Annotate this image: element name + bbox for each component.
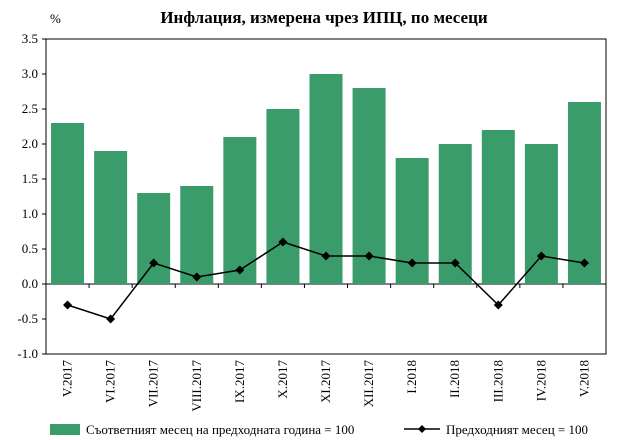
bar	[481, 130, 515, 284]
y-tick-label: 2.0	[22, 136, 38, 151]
y-tick-label: 0.5	[22, 241, 38, 256]
x-tick-label: VII.2017	[146, 360, 161, 408]
bar	[94, 151, 128, 284]
line-point-marker	[493, 300, 503, 310]
y-unit-label: %	[50, 11, 61, 26]
x-tick-label: IV.2018	[533, 360, 548, 401]
bar	[180, 186, 214, 284]
y-tick-label: 2.5	[22, 101, 38, 116]
line-point-marker	[106, 314, 116, 324]
y-tick-label: -0.5	[17, 311, 38, 326]
line-point-marker	[321, 251, 331, 261]
line-point-marker	[536, 251, 546, 261]
line-point-marker	[63, 300, 73, 310]
x-tick-label: VI.2017	[103, 360, 118, 403]
plot-area: 3.5 3.0 2.5 2.0 1.5 1.0 0.5 0.0 -0.5 -1.0 V.2017 VI…	[17, 31, 607, 412]
bar	[266, 109, 300, 284]
line-point-marker	[579, 258, 589, 268]
x-tick-label: IX.2017	[232, 360, 247, 403]
x-tick-label: II.2018	[447, 360, 462, 398]
x-tick-label: I.2018	[404, 360, 419, 394]
legend-bar-label: Съответният месец на предходната година …	[86, 422, 354, 437]
line-point-marker	[149, 258, 159, 268]
y-tick-label: 3.5	[22, 31, 38, 46]
y-tick-label: 0.0	[22, 276, 38, 291]
y-tick-label: 1.5	[22, 171, 38, 186]
bar	[137, 193, 171, 284]
line-point-marker	[235, 265, 245, 275]
x-tick-label: V.2017	[60, 360, 75, 397]
x-tick-label: X.2017	[275, 360, 290, 399]
line-point-marker	[407, 258, 417, 268]
line-point-marker	[364, 251, 374, 261]
line-point-marker	[450, 258, 460, 268]
bar	[524, 144, 558, 284]
x-tick-label: XI.2017	[318, 360, 333, 403]
legend: Съответният месец на предходната година …	[50, 422, 588, 437]
plot-frame	[45, 38, 607, 355]
chart-title: Инфлация, измерена чрез ИПЦ, по месеци	[160, 8, 488, 27]
x-tick-label: V.2018	[576, 360, 591, 397]
legend-diamond-marker	[418, 425, 426, 433]
x-tick-label: XII.2017	[361, 360, 376, 408]
x-tick-label: III.2018	[490, 360, 505, 402]
bar	[309, 74, 343, 284]
bar	[567, 102, 601, 284]
legend-bar-swatch	[50, 424, 80, 435]
y-tick-label: 3.0	[22, 66, 38, 81]
legend-line-label: Предходният месец = 100	[446, 422, 588, 437]
line-point-marker	[278, 237, 288, 247]
line-point-marker	[192, 272, 202, 282]
bar	[223, 137, 257, 284]
bar	[51, 123, 85, 284]
y-tick-label: -1.0	[17, 346, 38, 361]
bar	[352, 88, 386, 284]
x-tick-label: VIII.2017	[189, 360, 204, 412]
y-tick-label: 1.0	[22, 206, 38, 221]
